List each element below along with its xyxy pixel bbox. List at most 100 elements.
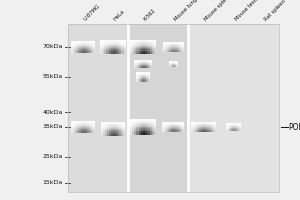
Bar (111, 53, 113, 54)
Bar (103, 130, 105, 131)
Bar (139, 78, 140, 79)
Bar (148, 52, 150, 53)
Bar (81, 132, 82, 133)
Bar (82, 125, 85, 126)
Bar (232, 128, 234, 129)
Bar (123, 123, 125, 124)
Bar (151, 60, 152, 61)
Bar (236, 127, 238, 128)
Bar (82, 121, 85, 122)
Bar (163, 44, 164, 45)
Bar (123, 124, 125, 125)
Bar (79, 44, 81, 45)
Bar (239, 128, 240, 129)
Bar (85, 42, 87, 43)
Bar (85, 123, 87, 124)
Bar (197, 123, 200, 124)
Bar (173, 46, 175, 47)
Bar (117, 125, 119, 127)
Bar (132, 46, 134, 47)
Bar (173, 51, 175, 52)
Bar (142, 76, 143, 77)
Bar (117, 134, 119, 135)
Bar (145, 72, 146, 73)
Bar (166, 123, 168, 124)
Bar (182, 124, 184, 125)
Bar (202, 124, 203, 125)
Bar (202, 125, 203, 126)
Bar (163, 45, 164, 46)
Bar (70, 48, 73, 49)
Bar (209, 122, 211, 123)
Bar (117, 123, 119, 124)
Bar (123, 133, 125, 134)
Bar (111, 47, 113, 48)
Bar (231, 130, 232, 131)
Bar (148, 74, 149, 75)
Bar (134, 126, 136, 127)
Bar (73, 41, 75, 42)
Bar (70, 126, 73, 127)
Bar (145, 60, 146, 61)
Bar (79, 51, 81, 52)
Bar (170, 51, 172, 52)
Bar (109, 50, 111, 51)
Bar (115, 124, 117, 125)
Bar (197, 129, 200, 130)
Bar (85, 129, 87, 130)
Bar (113, 44, 115, 45)
Bar (152, 127, 154, 128)
Bar (123, 128, 125, 129)
Bar (119, 47, 122, 48)
Bar (171, 129, 173, 130)
Bar (194, 131, 195, 132)
Bar (182, 50, 184, 51)
Bar (191, 130, 194, 131)
Bar (154, 40, 156, 41)
Bar (200, 128, 202, 129)
Bar (150, 51, 152, 52)
Bar (85, 121, 87, 122)
Bar (238, 123, 239, 124)
Bar (136, 62, 137, 63)
Bar (89, 44, 91, 45)
Bar (173, 66, 174, 67)
Bar (106, 47, 109, 48)
Bar (124, 46, 126, 47)
Bar (89, 128, 91, 129)
Bar (100, 48, 102, 49)
Bar (113, 125, 115, 127)
Bar (148, 45, 150, 46)
Bar (171, 127, 173, 128)
Bar (134, 64, 136, 65)
Bar (134, 46, 136, 47)
Bar (178, 44, 180, 45)
Bar (182, 122, 184, 123)
Bar (231, 123, 232, 124)
Bar (191, 129, 194, 130)
Bar (145, 66, 146, 67)
Bar (148, 60, 149, 61)
Bar (139, 52, 141, 53)
Bar (136, 123, 139, 124)
Text: HeLa: HeLa (113, 9, 126, 22)
Bar (104, 49, 106, 50)
Bar (208, 128, 209, 129)
Bar (93, 47, 95, 48)
Bar (136, 131, 139, 132)
Bar (82, 123, 85, 124)
Bar (117, 48, 119, 49)
Bar (195, 126, 197, 127)
Bar (105, 128, 107, 129)
Bar (154, 48, 156, 49)
Bar (91, 123, 93, 124)
Bar (145, 124, 148, 126)
Bar (142, 66, 143, 67)
Bar (132, 130, 134, 131)
Bar (111, 134, 113, 135)
Bar (89, 50, 91, 51)
Bar (145, 78, 146, 79)
Bar (169, 61, 170, 62)
Bar (235, 124, 236, 125)
Bar (177, 64, 178, 65)
